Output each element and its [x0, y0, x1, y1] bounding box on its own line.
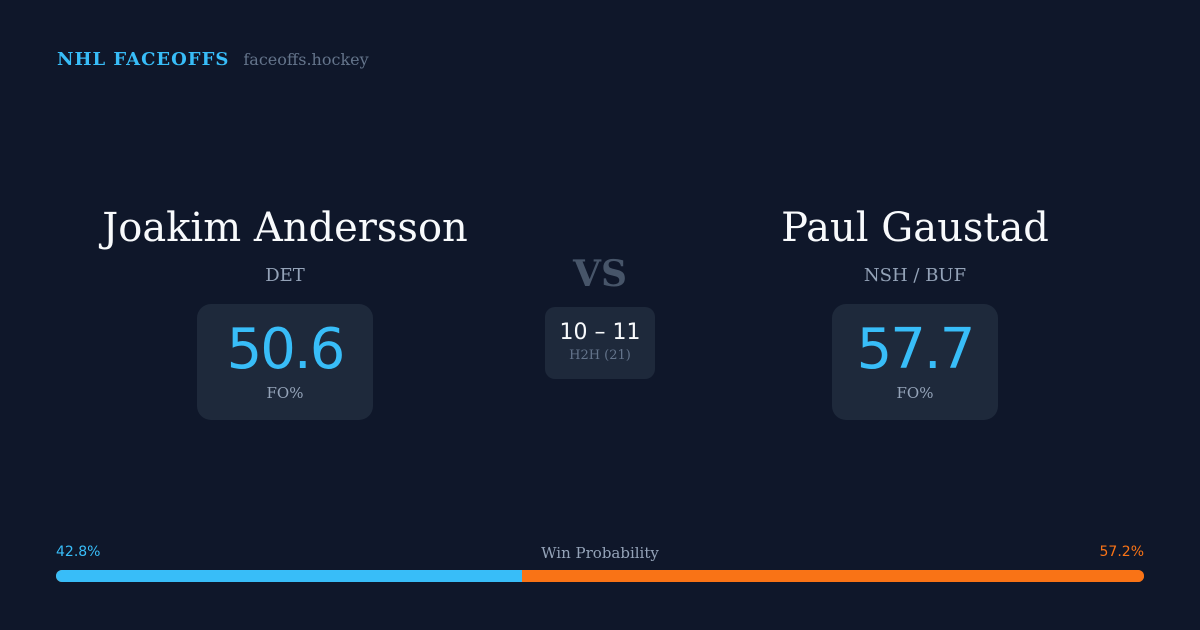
head-to-head-score: 10 – 11	[559, 320, 641, 345]
win-prob-left: 42.8%	[56, 544, 101, 560]
faceoff-pct-card: 57.7 FO%	[832, 304, 998, 420]
faceoff-pct-label: FO%	[896, 384, 934, 402]
player-name: Joakim Andersson	[102, 205, 468, 251]
brand-header: NHL FACEOFFS faceoffs.hockey	[57, 49, 369, 70]
faceoff-pct-value: 57.7	[856, 317, 976, 382]
win-prob-right: 57.2%	[1099, 544, 1144, 560]
player-left: Joakim Andersson DET 50.6 FO%	[75, 205, 495, 420]
win-probability-bar	[56, 570, 1144, 582]
player-team: NSH / BUF	[863, 265, 967, 286]
brand-site: faceoffs.hockey	[243, 50, 369, 69]
player-team: DET	[265, 265, 305, 286]
faceoff-pct-label: FO%	[266, 384, 304, 402]
head-to-head-label: H2H (21)	[569, 348, 631, 363]
win-prob-bar-right	[521, 570, 1144, 582]
faceoff-pct-value: 50.6	[226, 317, 346, 382]
player-name: Paul Gaustad	[781, 205, 1049, 251]
player-right: Paul Gaustad NSH / BUF 57.7 FO%	[705, 205, 1125, 420]
brand-title: NHL FACEOFFS	[57, 49, 230, 70]
win-prob-title: Win Probability	[541, 544, 659, 562]
versus-label: VS	[573, 253, 627, 295]
win-prob-bar-left	[56, 570, 522, 582]
head-to-head-card: 10 – 11 H2H (21)	[545, 307, 655, 379]
faceoff-pct-card: 50.6 FO%	[197, 304, 373, 420]
